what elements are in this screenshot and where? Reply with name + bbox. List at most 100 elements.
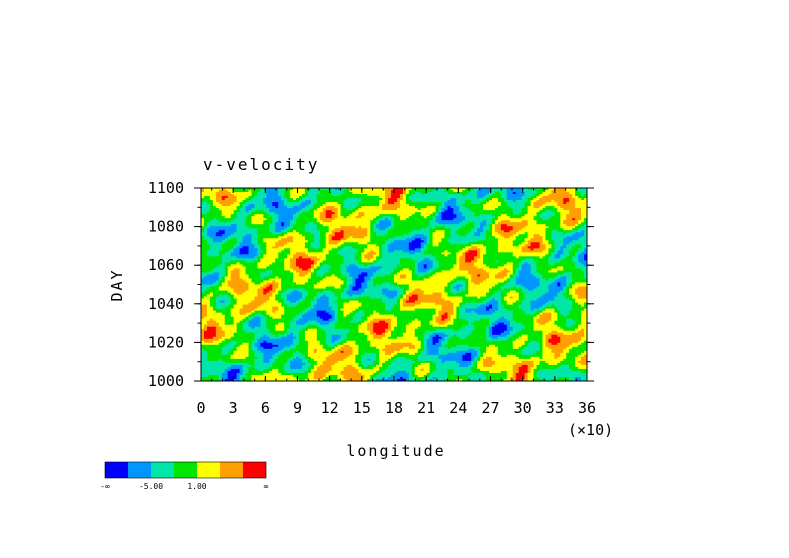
heatmap-cell [414,256,419,259]
heatmap-cell [376,236,380,239]
heatmap-cell [483,208,487,211]
heatmap-cell [551,198,555,201]
heatmap-cell [408,244,413,247]
heatmap-cell [325,206,330,209]
heatmap-cell [310,244,315,247]
heatmap-cell [212,194,217,197]
heatmap-cell [233,218,237,221]
heatmap-cell [248,260,252,263]
heatmap-cell [370,218,374,221]
heatmap-cell [506,208,511,211]
heatmap-cell [494,196,499,199]
heatmap-cell [572,202,576,205]
heatmap-cell [206,228,211,231]
heatmap-cell [343,256,347,259]
heatmap-cell [316,204,321,207]
heatmap-cell [293,236,297,239]
heatmap-cell [313,206,318,209]
heatmap-cell [486,244,490,247]
heatmap-cell [554,222,558,225]
heatmap-cell [203,218,208,221]
heatmap-cell [382,214,386,217]
heatmap-cell [382,258,386,261]
heatmap-cell [426,222,430,225]
heatmap-cell [382,198,386,201]
heatmap-cell [227,188,232,191]
heatmap-cell [459,222,463,225]
heatmap-cell [346,226,350,229]
heatmap-cell [566,260,570,263]
heatmap-cell [310,224,315,227]
heatmap-cell [563,234,567,237]
heatmap-cell [503,242,508,245]
heatmap-cell [233,204,237,207]
heatmap-cell [563,242,567,245]
heatmap-cell [489,198,493,201]
heatmap-cell [408,240,413,243]
heatmap-cell [370,216,374,219]
heatmap-cell [500,212,505,215]
heatmap-cell [358,228,362,231]
heatmap-cell [242,238,246,241]
heatmap-cell [230,212,235,215]
heatmap-cell [201,232,205,235]
heatmap-cell [450,194,454,197]
heatmap-cell [340,260,344,263]
heatmap-cell [322,206,327,209]
heatmap-cell [483,240,487,243]
heatmap-cell [310,214,315,217]
heatmap-cell [304,238,309,241]
heatmap-cell [293,226,297,229]
heatmap-cell [515,188,520,191]
heatmap-cell [548,228,552,231]
heatmap-cell [284,198,288,201]
heatmap-cell [575,244,579,247]
heatmap-cell [248,212,252,215]
heatmap-cell [278,212,282,215]
heatmap-cell [239,234,243,237]
heatmap-cell [542,254,546,257]
heatmap-cell [399,254,404,257]
heatmap-cell [266,260,270,263]
heatmap-cell [429,230,433,233]
heatmap-cell [405,226,410,229]
heatmap-cell [420,240,425,243]
heatmap-cell [281,208,285,211]
heatmap-cell [408,188,413,191]
heatmap-cell [331,208,335,211]
heatmap-cell [521,220,525,223]
heatmap-cell [405,200,410,203]
heatmap-cell [361,246,365,249]
heatmap-cell [352,208,356,211]
heatmap-cell [578,212,582,215]
heatmap-cell [491,214,496,217]
heatmap-cell [423,190,428,193]
heatmap-cell [269,254,273,257]
heatmap-cell [480,242,484,245]
heatmap-cell [554,190,558,193]
heatmap-cell [506,252,511,255]
heatmap-cell [307,226,312,229]
heatmap-cell [500,226,505,229]
heatmap-cell [542,238,546,241]
heatmap-cell [352,264,356,267]
heatmap-cell [257,206,261,209]
heatmap-cell [316,256,321,259]
heatmap-cell [224,248,229,251]
heatmap-cell [373,204,377,207]
heatmap-cell [524,262,528,265]
heatmap-cell [379,224,383,227]
heatmap-cell [239,202,243,205]
heatmap-cell [316,246,321,249]
heatmap-cell [382,196,386,199]
heatmap-cell [399,194,404,197]
heatmap-cell [554,212,558,215]
heatmap-cell [364,256,368,259]
heatmap-cell [554,208,558,211]
heatmap-cell [230,206,235,209]
heatmap-cell [248,224,252,227]
heatmap-cell [563,260,567,263]
heatmap-cell [284,192,288,195]
heatmap-cell [227,252,232,255]
heatmap-cell [497,204,502,207]
